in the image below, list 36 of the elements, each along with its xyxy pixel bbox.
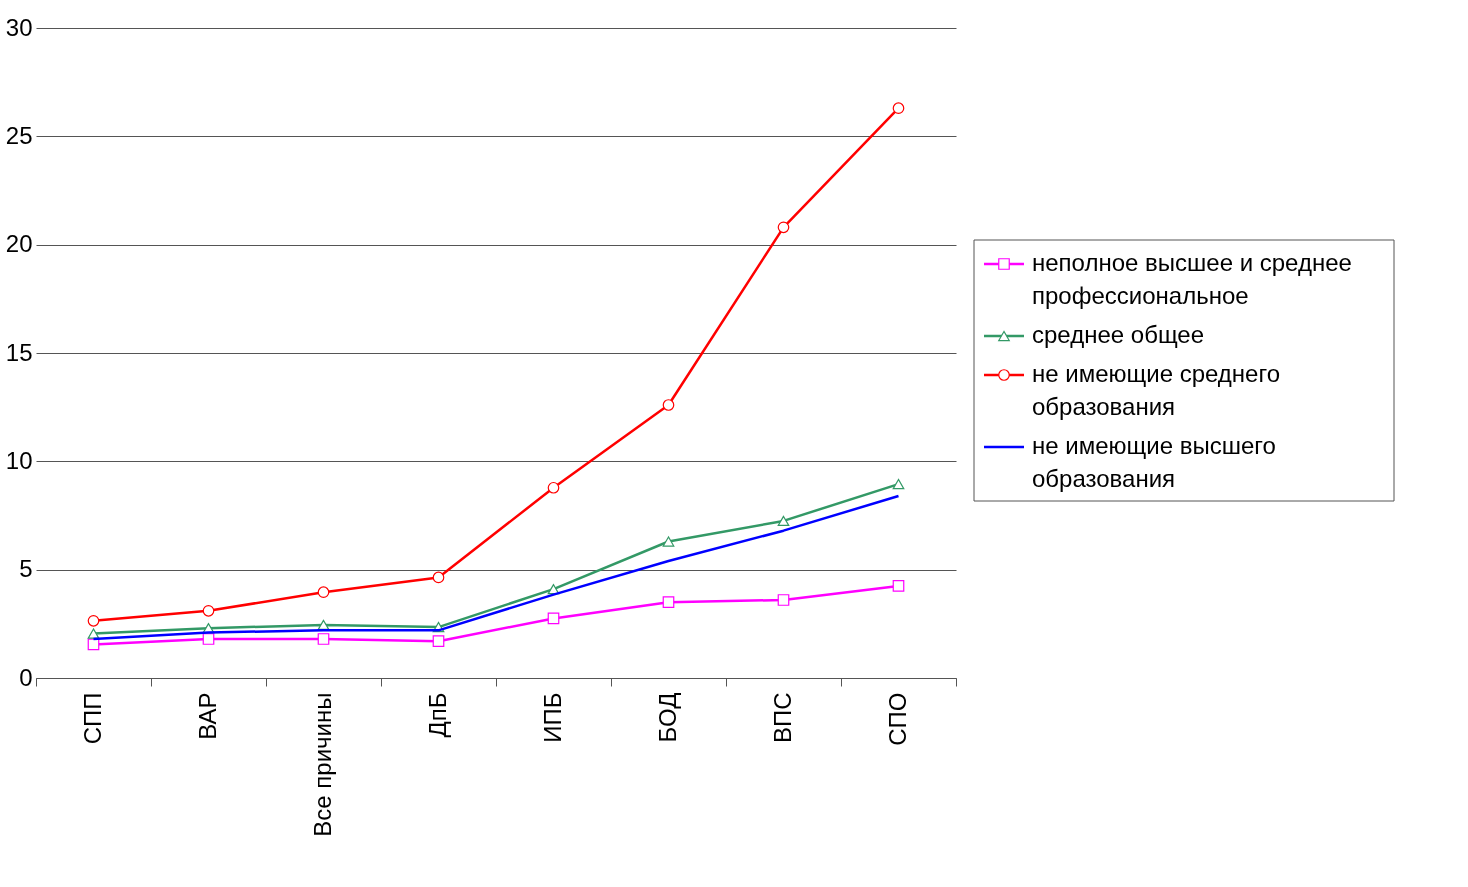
point (87, 614, 100, 627)
point (202, 605, 215, 617)
x-tick-label: Все причины (309, 692, 336, 837)
x-tick-label: ВАР (194, 692, 221, 740)
x-tick-label: ДпБ (424, 692, 451, 738)
y-tick-label: 10 (5, 446, 33, 474)
x-tick-label: СПП (79, 692, 106, 745)
x-tick-label: БОД (654, 692, 681, 743)
point (432, 571, 445, 584)
x-tick-label: СПО (884, 692, 911, 746)
legend-label: среднее общее (1032, 321, 1205, 348)
x-tick-label: ИПБ (539, 692, 566, 743)
y-tick-label: 5 (19, 555, 33, 583)
point (317, 633, 330, 645)
point (892, 102, 905, 114)
point (662, 536, 675, 547)
y-tick-label: 15 (5, 338, 33, 366)
point (547, 612, 560, 625)
point (87, 628, 100, 639)
y-tick-label: 20 (5, 230, 33, 258)
point (777, 594, 790, 606)
y-tick-label: 25 (5, 121, 33, 149)
legend-label: не имеющие высшего образования (1032, 432, 1276, 492)
point (432, 635, 445, 648)
point (202, 633, 215, 645)
point (662, 596, 675, 609)
point (317, 586, 330, 599)
point (777, 221, 790, 234)
y-tick-label: 30 (5, 13, 33, 41)
y-tick-label: 0 (19, 663, 33, 691)
point (662, 399, 675, 411)
point (892, 580, 905, 592)
x-tick-label: ВПС (769, 692, 796, 744)
point (547, 481, 560, 494)
point (892, 478, 905, 490)
point (777, 515, 790, 527)
